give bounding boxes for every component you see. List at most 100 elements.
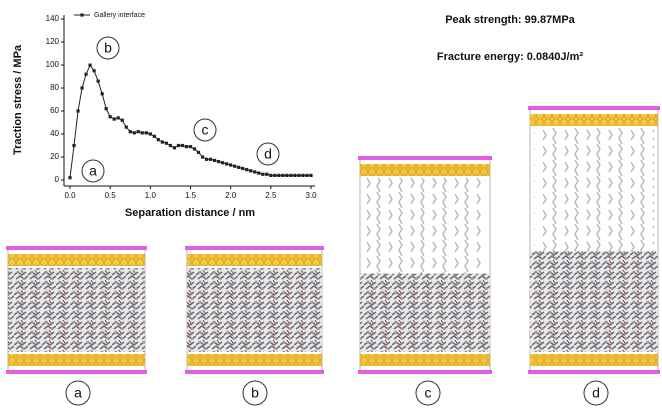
data-point [172,146,177,150]
data-point [213,158,217,163]
snapshots: a b c d [6,106,660,406]
data-point [285,173,289,177]
top-sheet [187,254,322,266]
data-point [241,166,245,171]
bottom-sheet [360,354,490,366]
polymer-bulk [8,268,145,352]
top-sheet [8,254,145,266]
data-point [184,145,189,149]
panel-label: d [592,385,600,401]
data-point [124,125,128,129]
panel-label: a [74,385,82,401]
data-point [108,115,112,119]
top-sheet [360,164,490,176]
data-point [160,140,164,144]
panel-label-circle [242,380,268,406]
data-point [164,141,168,145]
x-tick-label: 2.5 [265,191,277,200]
legend-marker [80,13,84,17]
annotation: Fracture energy: 0.0840J/m² [437,51,583,63]
data-point [229,163,233,167]
point-label: b [104,40,112,56]
bottom-layer [6,370,147,374]
data-point [180,143,185,148]
data-point [176,143,181,148]
data-point [297,173,301,177]
data-point [309,173,313,177]
legend-label: Gallery interface [94,12,145,19]
data-point [144,131,148,135]
polymer-bulk [530,251,658,352]
data-point [132,131,136,135]
bottom-layer [185,370,324,374]
data-point [68,176,72,180]
polymer-bulk [187,268,322,352]
bottom-layer [358,370,492,374]
polymer-bulk [360,273,490,352]
data-point [301,173,305,177]
data-point [208,157,213,161]
data-point [80,86,84,90]
top-sheet [530,114,658,126]
data-point [237,165,241,169]
data-point [88,63,92,67]
y-tick-label: 100 [46,60,60,69]
data-point [273,173,277,177]
x-tick-label: 2.0 [225,191,237,200]
data-point [233,164,237,168]
panel-label-circle [583,380,609,406]
data-point [217,160,221,164]
point-label: a [89,163,97,179]
data-point [92,69,96,73]
y-tick-label: 40 [50,129,59,138]
top-layer [358,156,492,160]
data-point [76,109,80,113]
data-point [221,161,225,165]
top-layer [6,246,147,250]
x-tick-label: 0.5 [105,191,117,200]
y-tick-label: 60 [50,106,59,115]
data-point [204,157,209,161]
data-point [100,92,104,96]
data-point [140,131,144,135]
data-point [225,162,229,166]
data-point [104,107,108,111]
x-tick-label: 1.0 [145,191,157,200]
y-tick-label: 120 [46,37,60,46]
data-point [265,172,269,176]
data-point [152,134,156,138]
point-label-circle [81,159,105,183]
panel-label: c [425,385,432,401]
data-point [293,173,297,177]
data-point [200,155,205,159]
y-tick-label: 80 [50,83,59,92]
y-axis-title: Traction stress / MPa [12,44,24,155]
panel-label-circle [65,380,91,406]
data-point [120,118,124,122]
bottom-sheet [530,354,658,366]
point-label-circle [256,142,280,166]
data-point [84,72,88,76]
data-point [289,173,293,177]
data-point [277,173,281,177]
bottom-sheet [8,354,145,366]
data-point [116,116,120,120]
data-point [136,130,140,134]
data-point [196,150,201,154]
data-point [148,132,152,136]
data-point [128,130,132,134]
data-point [261,172,265,176]
data-point [281,173,285,177]
data-point [253,170,257,174]
y-tick-label: 20 [50,152,59,161]
data-point [269,173,273,177]
polymer-strands [364,178,486,274]
y-tick-label: 140 [46,14,60,23]
point-label: c [202,122,209,138]
data-point [305,173,309,177]
top-layer [528,106,660,110]
x-tick-label: 0.0 [64,191,76,200]
data-point [257,171,261,175]
annotation: Peak strength: 99.87MPa [445,14,575,26]
